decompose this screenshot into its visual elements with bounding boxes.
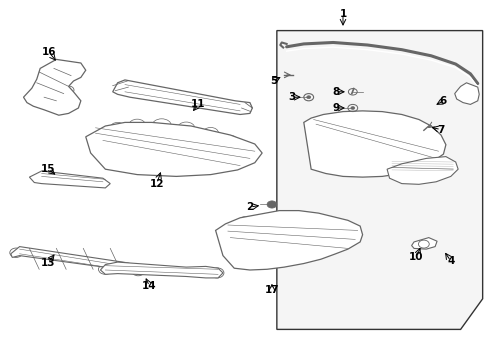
Text: 4: 4: [447, 256, 455, 266]
Text: 12: 12: [149, 179, 164, 189]
Circle shape: [154, 268, 160, 272]
Text: 6: 6: [440, 96, 447, 106]
Text: 10: 10: [409, 252, 424, 262]
Polygon shape: [387, 157, 458, 184]
Polygon shape: [24, 59, 86, 115]
Text: 2: 2: [246, 202, 253, 212]
Text: 3: 3: [288, 92, 295, 102]
Polygon shape: [86, 122, 262, 176]
Circle shape: [351, 107, 355, 109]
Polygon shape: [29, 171, 110, 188]
Text: 7: 7: [437, 125, 445, 135]
Text: 1: 1: [340, 9, 346, 19]
Circle shape: [307, 96, 311, 99]
Polygon shape: [216, 211, 363, 270]
Polygon shape: [113, 80, 252, 114]
Text: 11: 11: [191, 99, 206, 109]
Text: 13: 13: [41, 258, 55, 268]
Text: 5: 5: [270, 76, 277, 86]
Text: 14: 14: [142, 281, 157, 291]
Polygon shape: [11, 247, 145, 274]
Text: 17: 17: [265, 285, 279, 295]
Polygon shape: [412, 238, 437, 249]
Polygon shape: [304, 111, 446, 177]
Text: 9: 9: [332, 103, 339, 113]
Circle shape: [134, 268, 140, 272]
Text: 16: 16: [42, 47, 56, 57]
Polygon shape: [277, 31, 483, 329]
Polygon shape: [455, 83, 479, 104]
Circle shape: [267, 201, 277, 208]
Text: 15: 15: [41, 164, 55, 174]
Circle shape: [173, 268, 179, 272]
Text: 8: 8: [332, 87, 339, 97]
Polygon shape: [100, 262, 223, 278]
